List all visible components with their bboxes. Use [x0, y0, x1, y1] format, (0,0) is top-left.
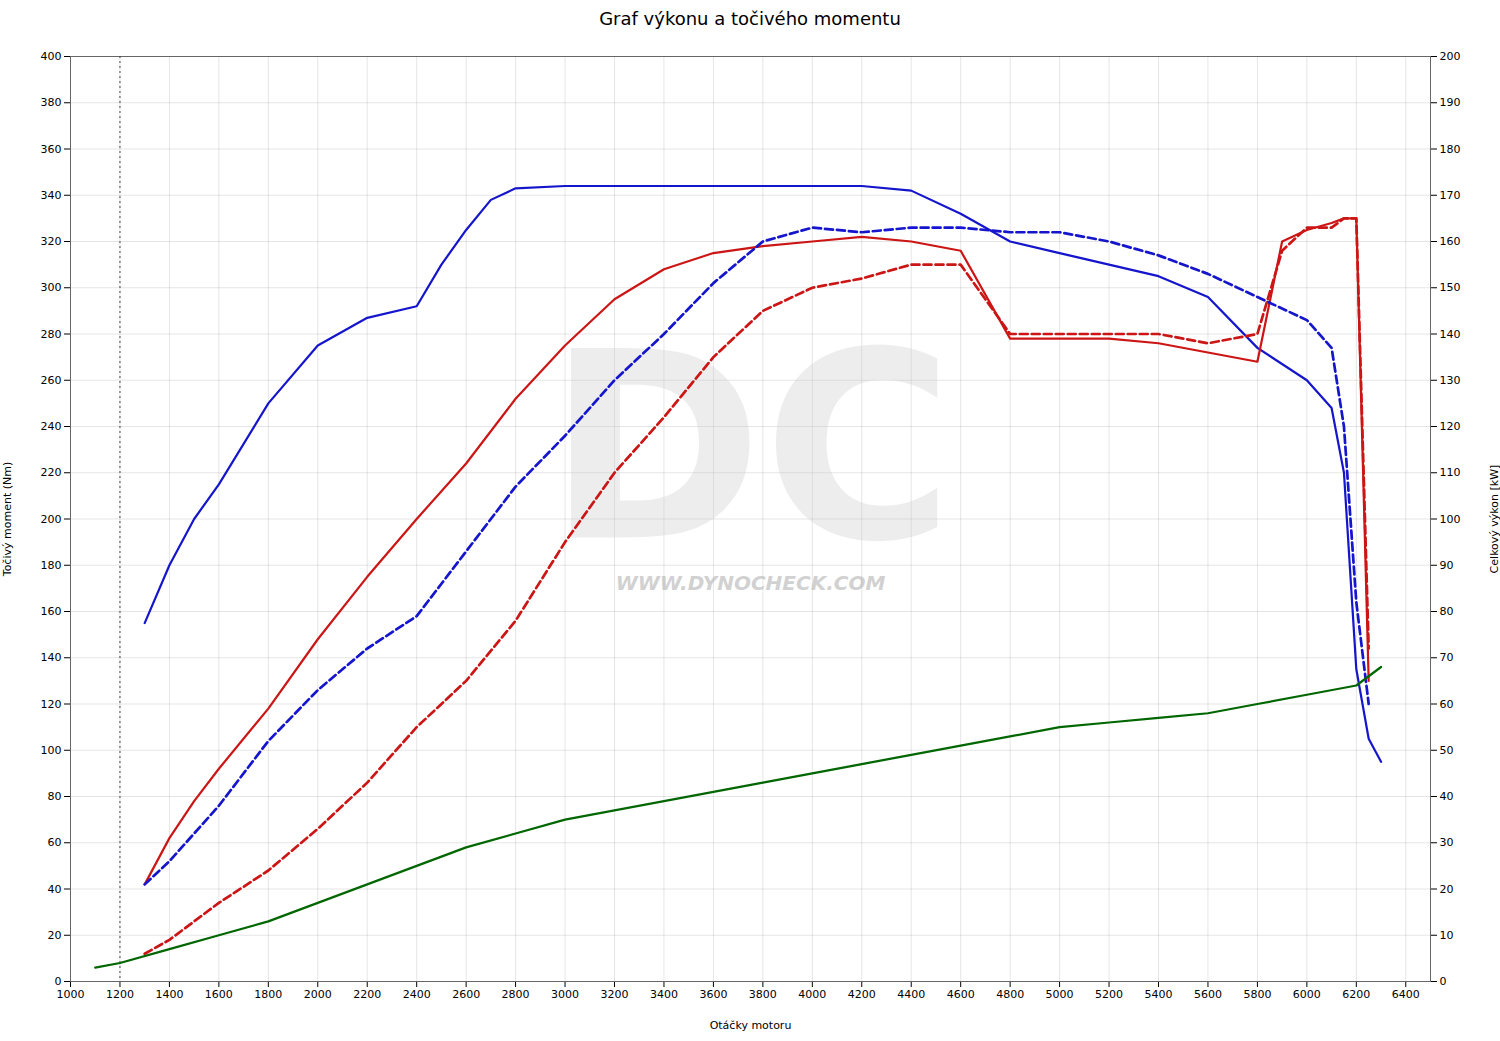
svg-text:0: 0: [1440, 975, 1447, 988]
svg-text:200: 200: [41, 513, 62, 526]
svg-text:240: 240: [41, 420, 62, 433]
svg-text:60: 60: [1440, 698, 1454, 711]
svg-text:80: 80: [1440, 605, 1454, 618]
svg-text:380: 380: [41, 96, 62, 109]
svg-text:300: 300: [41, 281, 62, 294]
svg-text:100: 100: [41, 744, 62, 757]
svg-text:280: 280: [41, 328, 62, 341]
svg-text:110: 110: [1440, 466, 1461, 479]
svg-text:100: 100: [1440, 513, 1461, 526]
svg-text:90: 90: [1440, 559, 1454, 572]
svg-text:2600: 2600: [452, 988, 480, 1001]
svg-text:120: 120: [1440, 420, 1461, 433]
svg-text:20: 20: [48, 929, 62, 942]
svg-text:160: 160: [1440, 235, 1461, 248]
svg-text:5000: 5000: [1046, 988, 1074, 1001]
svg-text:2400: 2400: [403, 988, 431, 1001]
svg-text:5200: 5200: [1095, 988, 1123, 1001]
svg-text:70: 70: [1440, 651, 1454, 664]
svg-text:Točivý moment (Nm): Točivý moment (Nm): [1, 462, 14, 577]
svg-text:4200: 4200: [848, 988, 876, 1001]
svg-text:400: 400: [41, 50, 62, 63]
svg-text:5400: 5400: [1145, 988, 1173, 1001]
svg-text:50: 50: [1440, 744, 1454, 757]
svg-text:260: 260: [41, 374, 62, 387]
svg-text:200: 200: [1440, 50, 1461, 63]
svg-text:40: 40: [48, 883, 62, 896]
svg-text:1800: 1800: [254, 988, 282, 1001]
svg-text:120: 120: [41, 698, 62, 711]
svg-text:130: 130: [1440, 374, 1461, 387]
svg-text:190: 190: [1440, 96, 1461, 109]
svg-text:Otáčky motoru: Otáčky motoru: [710, 1019, 792, 1032]
svg-text:DC: DC: [547, 296, 954, 598]
svg-text:1000: 1000: [57, 988, 85, 1001]
svg-text:4400: 4400: [897, 988, 925, 1001]
svg-text:170: 170: [1440, 189, 1461, 202]
svg-text:0: 0: [55, 975, 62, 988]
svg-text:2000: 2000: [304, 988, 332, 1001]
svg-text:180: 180: [41, 559, 62, 572]
svg-text:3400: 3400: [650, 988, 678, 1001]
svg-text:1200: 1200: [106, 988, 134, 1001]
svg-text:5600: 5600: [1194, 988, 1222, 1001]
svg-text:180: 180: [1440, 143, 1461, 156]
html-text:Graf výkonu a točivého momentu: Graf výkonu a točivého momentu: [599, 8, 901, 29]
svg-text:360: 360: [41, 143, 62, 156]
svg-text:20: 20: [1440, 883, 1454, 896]
svg-text:3800: 3800: [749, 988, 777, 1001]
svg-text:160: 160: [41, 605, 62, 618]
svg-text:320: 320: [41, 235, 62, 248]
svg-text:140: 140: [41, 651, 62, 664]
svg-text:220: 220: [41, 466, 62, 479]
svg-text:60: 60: [48, 836, 62, 849]
svg-text:6400: 6400: [1392, 988, 1420, 1001]
svg-text:5800: 5800: [1243, 988, 1271, 1001]
svg-text:1600: 1600: [205, 988, 233, 1001]
svg-text:4000: 4000: [798, 988, 826, 1001]
svg-text:10: 10: [1440, 929, 1454, 942]
svg-text:140: 140: [1440, 328, 1461, 341]
svg-text:3200: 3200: [601, 988, 629, 1001]
svg-text:2200: 2200: [353, 988, 381, 1001]
svg-text:6200: 6200: [1342, 988, 1370, 1001]
svg-text:40: 40: [1440, 790, 1454, 803]
svg-text:30: 30: [1440, 836, 1454, 849]
svg-text:3600: 3600: [699, 988, 727, 1001]
svg-text:1400: 1400: [155, 988, 183, 1001]
svg-text:Celkový výkon [kW]: Celkový výkon [kW]: [1488, 465, 1500, 574]
svg-text:3000: 3000: [551, 988, 579, 1001]
svg-text:6000: 6000: [1293, 988, 1321, 1001]
svg-text:340: 340: [41, 189, 62, 202]
svg-text:4800: 4800: [996, 988, 1024, 1001]
svg-text:2800: 2800: [502, 988, 530, 1001]
svg-text:4600: 4600: [947, 988, 975, 1001]
svg-text:150: 150: [1440, 281, 1461, 294]
svg-text:80: 80: [48, 790, 62, 803]
